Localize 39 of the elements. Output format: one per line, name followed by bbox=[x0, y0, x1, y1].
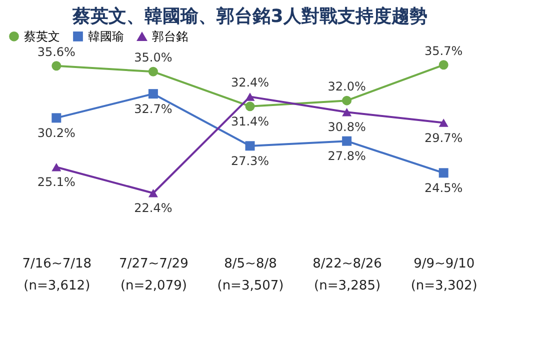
data-label: 32.7% bbox=[134, 102, 172, 116]
data-label: 32.4% bbox=[230, 76, 270, 90]
data-label: 35.0% bbox=[134, 50, 172, 65]
point bbox=[438, 168, 448, 178]
point bbox=[52, 113, 62, 123]
point bbox=[148, 89, 158, 99]
point bbox=[148, 189, 158, 198]
x-tick-label: 7/27~7/29 (n=2,079) bbox=[119, 256, 188, 294]
data-label: 30.2% bbox=[37, 126, 76, 140]
point bbox=[52, 61, 62, 71]
point bbox=[438, 60, 448, 70]
legend-label: 蔡英文 bbox=[24, 29, 60, 44]
legend-label: 韓國瑜 bbox=[88, 29, 124, 44]
point bbox=[342, 96, 352, 106]
point bbox=[245, 92, 255, 101]
data-label: 24.5% bbox=[424, 180, 463, 195]
x-tick-label: 7/16~7/18 (n=3,612) bbox=[22, 256, 92, 294]
point bbox=[148, 66, 158, 76]
point bbox=[245, 102, 255, 112]
x-tick-label: 8/22~8/26 (n=3,285) bbox=[312, 256, 382, 294]
data-label: 30.8% bbox=[328, 120, 366, 134]
x-tick-label: 8/5~8/8 (n=3,507) bbox=[217, 256, 284, 294]
legend-label: 郭台銘 bbox=[152, 30, 188, 44]
data-label: 31.4% bbox=[230, 114, 270, 128]
point bbox=[52, 163, 62, 172]
data-label: 27.8% bbox=[328, 149, 366, 164]
data-label: 32.0% bbox=[328, 80, 366, 94]
data-label: 29.7% bbox=[424, 130, 463, 145]
data-label: 22.4% bbox=[134, 201, 172, 216]
point bbox=[245, 141, 255, 151]
point bbox=[438, 118, 448, 127]
data-label: 27.3% bbox=[230, 154, 270, 168]
point bbox=[342, 108, 352, 116]
x-tick-label: 9/9~9/10 (n=3,302) bbox=[410, 256, 478, 294]
data-label: 25.1% bbox=[37, 175, 76, 190]
data-label: 35.6% bbox=[37, 44, 76, 59]
data-label: 35.7% bbox=[424, 44, 463, 58]
chart-title: 蔡英文、韓國瑜、郭台銘3人對戰支持度趨勢 bbox=[72, 6, 428, 27]
point bbox=[342, 136, 352, 146]
